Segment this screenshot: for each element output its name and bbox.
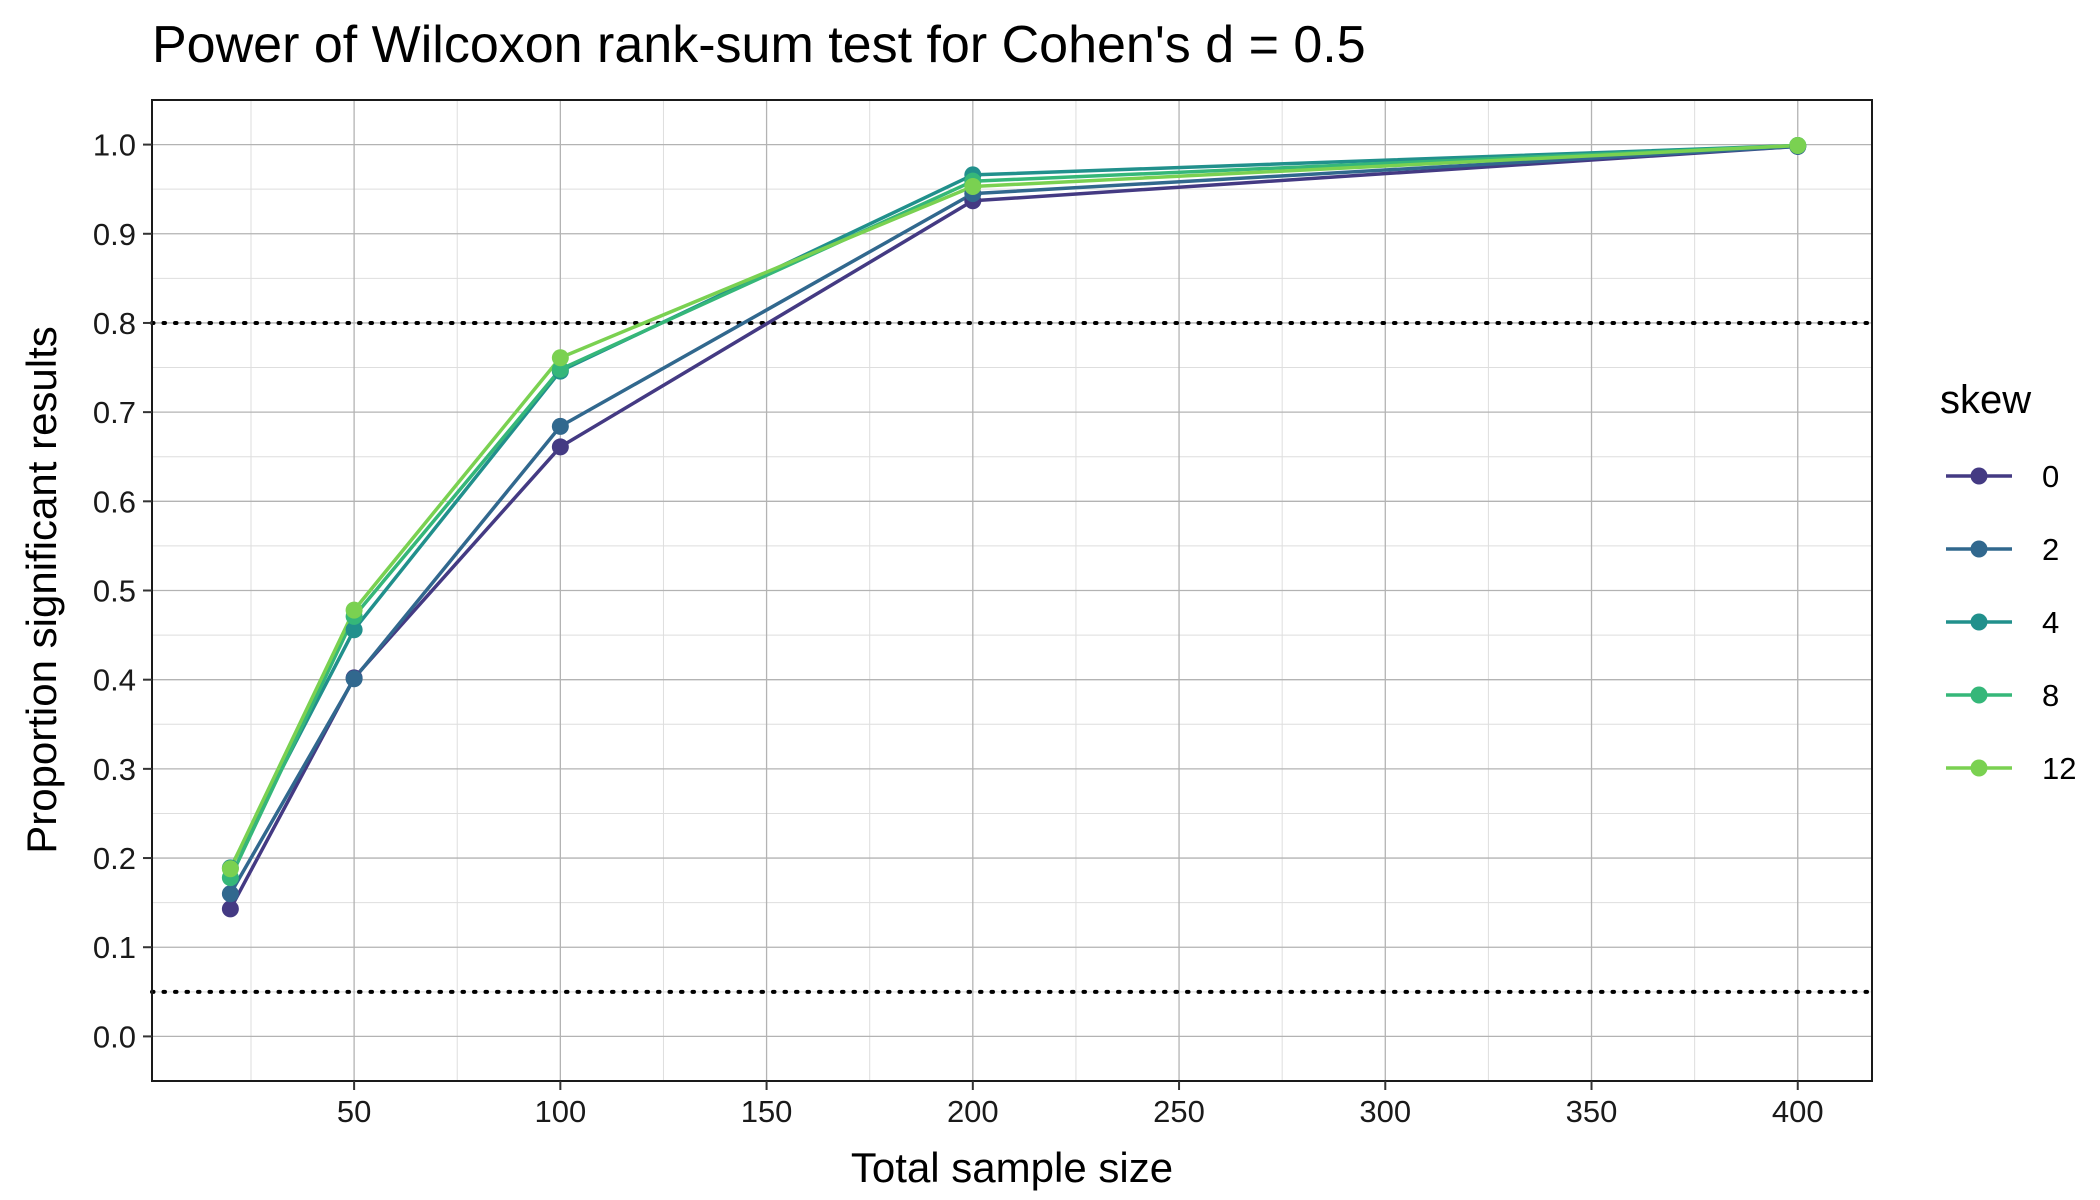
x-tick-label: 200: [947, 1094, 999, 1129]
legend-key-point: [1970, 759, 1988, 777]
legend-label: 12: [2042, 751, 2076, 786]
legend-label: 0: [2042, 459, 2059, 494]
legend-key-point: [1970, 686, 1988, 704]
series-line-skew-4: [228, 143, 1798, 869]
y-tick-label: 0.2: [93, 841, 136, 876]
series-line-skew-0: [228, 144, 1798, 910]
y-tick-label: 0.5: [93, 574, 136, 609]
data-point-skew-12: [221, 860, 239, 878]
x-axis: 50 100 150 200 250 300 350 400: [337, 1081, 1824, 1129]
legend: skew 0 2 4 8 12: [1940, 378, 2076, 786]
reference-lines: [150, 320, 1874, 994]
y-tick-label: 0.9: [93, 217, 136, 252]
legend-title: skew: [1940, 378, 2031, 422]
legend-label: 4: [2042, 605, 2059, 640]
chart-title: Power of Wilcoxon rank-sum test for Cohe…: [152, 16, 1366, 74]
legend-key-point: [1970, 540, 1988, 558]
y-tick-label: 0.4: [93, 663, 136, 698]
data-point-skew-12: [551, 349, 569, 367]
data-point-skew-2: [221, 885, 239, 903]
data-point-skew-2: [345, 670, 363, 688]
x-tick-label: 50: [337, 1094, 371, 1129]
x-tick-label: 400: [1772, 1094, 1824, 1129]
series-layer: [221, 136, 1807, 918]
y-tick-label: 0.0: [93, 1019, 136, 1054]
y-tick-label: 1.0: [93, 128, 136, 163]
x-tick-label: 300: [1359, 1094, 1411, 1129]
x-tick-label: 350: [1566, 1094, 1618, 1129]
data-point-skew-0: [221, 900, 239, 918]
x-tick-label: 250: [1153, 1094, 1205, 1129]
y-tick-label: 0.7: [93, 395, 136, 430]
y-axis: 0.0 0.1 0.2 0.3 0.4 0.5 0.6 0.7 0.8 0.9 1.0: [93, 128, 152, 1054]
y-tick-label: 0.8: [93, 306, 136, 341]
minor-gridlines: [152, 100, 1872, 1081]
x-tick-label: 150: [741, 1094, 793, 1129]
data-point-skew-12: [1789, 136, 1807, 154]
legend-label: 8: [2042, 678, 2059, 713]
data-point-skew-4: [345, 621, 363, 639]
series-line-skew-8: [228, 143, 1798, 879]
legend-key-point: [1970, 613, 1988, 631]
data-point-skew-12: [345, 601, 363, 619]
legend-key-point: [1970, 467, 1988, 485]
y-axis-title: Proportion significant results: [18, 326, 65, 854]
y-tick-label: 0.6: [93, 484, 136, 519]
series-line-skew-2: [228, 144, 1798, 895]
y-tick-label: 0.1: [93, 930, 136, 965]
x-axis-title: Total sample size: [851, 1144, 1173, 1191]
series-line-skew-12: [228, 143, 1798, 870]
legend-label: 2: [2042, 532, 2059, 567]
y-tick-label: 0.3: [93, 752, 136, 787]
x-tick-label: 100: [534, 1094, 586, 1129]
major-gridlines: [152, 100, 1872, 1081]
data-point-skew-2: [551, 417, 569, 435]
data-point-skew-12: [964, 178, 982, 196]
data-point-skew-0: [551, 438, 569, 456]
